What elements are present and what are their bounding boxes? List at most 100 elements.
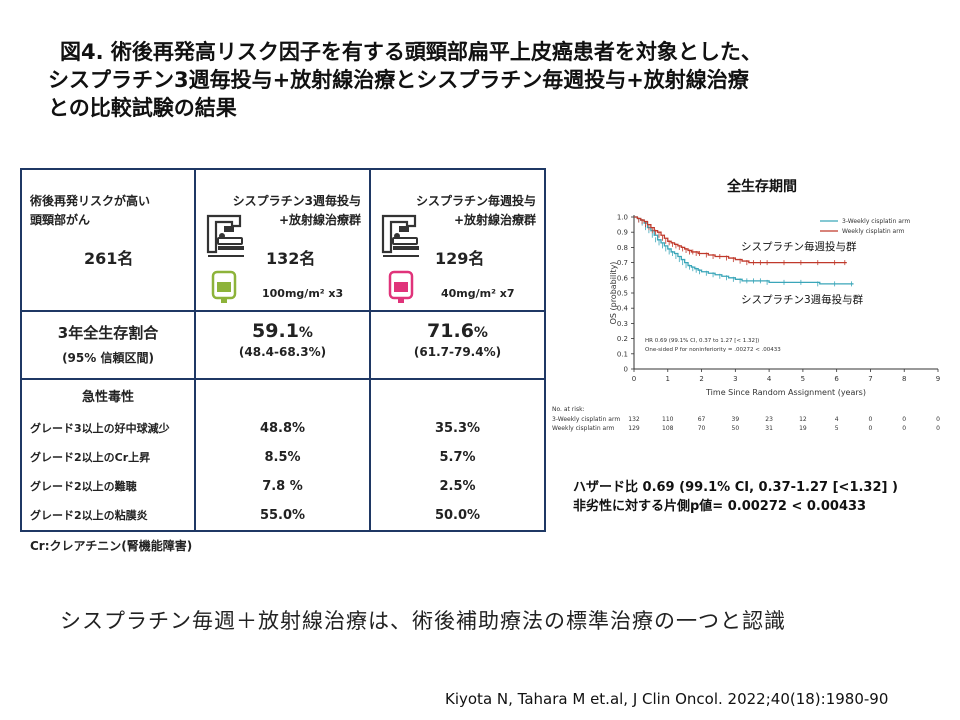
radiotherapy-machine-icon (206, 214, 244, 257)
toxicity-value: 50.0% (434, 508, 481, 523)
x-axis-label: Time Since Random Assignment (years) (705, 388, 866, 397)
at-risk-value: 23 (765, 416, 773, 423)
slide-title: 図4. 術後再発高リスク因子を有する頭頸部扁平上皮癌患者を対象とした、 シスプラ… (48, 38, 928, 122)
annotation-three-weekly: シスプラチン3週毎投与群 (741, 293, 864, 306)
y-tick-label: 0.7 (617, 259, 628, 267)
population-count: 261名 (84, 249, 134, 268)
population-label-2: 頭頸部がん (30, 213, 91, 227)
title-line-3: との比較試験の結果 (48, 96, 237, 120)
toxicity-row-label: グレード2以上の粘膜炎 (30, 509, 148, 522)
y-tick-label: 0.4 (617, 305, 629, 313)
chart-inset-p: One-sided P for noninferiority = .00272 … (645, 347, 781, 353)
title-line-2: シスプラチン3週毎投与+放射線治療とシスプラチン毎週投与+放射線治療 (48, 68, 749, 92)
conclusion-text: シスプラチン毎週＋放射線治療は、術後補助療法の標準治療の一つと認識 (60, 609, 786, 633)
weekly-count: 129名 (435, 249, 485, 268)
at-risk-value: 0 (902, 416, 906, 423)
at-risk-value: 31 (765, 425, 773, 432)
footnote: Cr:クレアチニン(腎機能障害) (30, 539, 193, 553)
x-tick-label: 7 (868, 375, 872, 383)
iv-bag-icon (388, 270, 414, 303)
x-tick-label: 8 (902, 375, 906, 383)
x-tick-label: 6 (834, 375, 839, 383)
y-tick-label: 0.1 (617, 350, 628, 358)
x-tick-label: 0 (632, 375, 636, 383)
annotation-weekly: シスプラチン毎週投与群 (741, 240, 857, 253)
y-tick-label: 0.6 (617, 274, 629, 282)
citation: Kiyota N, Tahara M et.al, J Clin Oncol. … (445, 690, 889, 708)
chart-legend: 3-Weekly cisplatin arm Weekly cisplatin … (820, 218, 910, 235)
toxicity-value: 7.8 % (262, 479, 303, 494)
three-weekly-count: 132名 (266, 249, 316, 268)
at-risk-value: 108 (662, 425, 674, 432)
os-ci-label: (95% 信頼区間) (62, 351, 154, 365)
header-cell-weekly: シスプラチン毎週投与 +放射線治療群 129名 40mg/m (369, 168, 546, 312)
legend-weekly: Weekly cisplatin arm (842, 228, 905, 235)
toxicity-value: 5.7% (439, 450, 476, 465)
y-axis-label: OS (probability) (609, 262, 618, 325)
y-tick-label: 0.9 (617, 229, 628, 237)
os-weekly-cell: 71.6% (61.7-79.4%) (369, 310, 546, 380)
at-risk-row-name: 3-Weekly cisplatin arm (552, 416, 620, 423)
toxicity-label-cell: 急性毒性 グレード3以上の好中球減少 グレード2以上のCr上昇 グレード2以上の… (20, 378, 196, 532)
os-label: 3年全生存割合 (57, 324, 159, 342)
header-cell-three-weekly: シスプラチン3週毎投与 +放射線治療群 132名 100mg (194, 168, 371, 312)
at-risk-value: 70 (698, 425, 706, 432)
weekly-label-2: +放射線治療群 (453, 213, 536, 227)
chart-curves (634, 216, 854, 287)
os-three-weekly-ci: (48.4-68.3%) (238, 345, 327, 359)
at-risk-value: 0 (902, 425, 906, 432)
at-risk-value: 0 (869, 416, 873, 423)
at-risk-label: No. at risk: (552, 406, 585, 413)
toxicity-row-label: グレード2以上の難聴 (30, 480, 137, 493)
x-tick-label: 2 (699, 375, 703, 383)
toxicity-three-weekly-cell: 48.8% 8.5% 7.8 % 55.0% (194, 378, 371, 532)
toxicity-weekly-cell: 35.3% 5.7% 2.5% 50.0% (369, 378, 546, 532)
x-tick-label: 9 (936, 375, 940, 383)
x-tick-label: 5 (801, 375, 805, 383)
at-risk-value: 5 (835, 425, 839, 432)
at-risk-value: 132 (628, 416, 640, 423)
toxicity-value: 55.0% (259, 508, 306, 523)
at-risk-value: 110 (662, 416, 674, 423)
toxicity-value: 8.5% (264, 450, 301, 465)
toxicity-value: 2.5% (439, 479, 476, 494)
weekly-dose: 40mg/m² x7 (441, 287, 515, 300)
comparison-table: 術後再発リスクが高い 頭頸部がん 261名 シスプラチン3週毎投与 +放射線治療… (20, 168, 546, 532)
at-risk-value: 0 (936, 425, 940, 432)
y-tick-label: 0.3 (617, 320, 628, 328)
three-weekly-label-1: シスプラチン3週毎投与 (232, 194, 361, 208)
os-label-cell: 3年全生存割合 (95% 信頼区間) (20, 310, 196, 380)
chart-inset-hr: HR 0.69 (99.1% CI, 0.37 to 1.27 [< 1.32]… (645, 338, 759, 344)
at-risk-table: No. at risk: 3-Weekly cisplatin arm 132 110… (552, 406, 940, 432)
three-weekly-dose: 100mg/m² x3 (262, 287, 344, 300)
toxicity-row-label: グレード3以上の好中球減少 (30, 422, 170, 435)
population-label-1: 術後再発リスクが高い (30, 194, 151, 208)
os-weekly-ci: (61.7-79.4%) (413, 345, 502, 359)
at-risk-value: 19 (799, 425, 807, 432)
at-risk-value: 129 (628, 425, 640, 432)
y-tick-label: 0 (624, 366, 628, 374)
toxicity-value: 48.8% (259, 421, 306, 436)
at-risk-value: 50 (732, 425, 740, 432)
at-risk-value: 0 (936, 416, 940, 423)
hazard-line-2: 非劣性に対する片側p値= 0.00272 < 0.00433 (573, 499, 867, 514)
km-chart: 全生存期間 00.10.20.30.40.50.60.70.80.91.00 1 2… (552, 178, 940, 432)
legend-three-weekly: 3-Weekly cisplatin arm (842, 218, 910, 225)
at-risk-value: 4 (835, 416, 839, 423)
y-tick-label: 1.0 (617, 214, 628, 222)
os-three-weekly-value: 59.1 (252, 320, 299, 342)
chart-title: 全生存期間 (726, 178, 797, 195)
header-cell-population: 術後再発リスクが高い 頭頸部がん 261名 (20, 168, 196, 312)
os-three-weekly-cell: 59.1% (48.4-68.3%) (194, 310, 371, 380)
y-tick-label: 0.8 (617, 244, 628, 252)
y-tick-label: 0.5 (617, 290, 628, 298)
x-tick-label: 1 (666, 375, 670, 383)
toxicity-heading: 急性毒性 (81, 390, 134, 405)
y-tick-label: 0.2 (617, 335, 628, 343)
radiotherapy-machine-icon (381, 214, 419, 257)
x-tick-label: 3 (733, 375, 737, 383)
toxicity-value: 35.3% (434, 421, 481, 436)
os-three-weekly-unit: % (298, 325, 313, 341)
hazard-ratio-text: ハザード比 0.69 (99.1% CI, 0.37-1.27 [<1.32] … (573, 478, 898, 516)
at-risk-value: 0 (869, 425, 873, 432)
